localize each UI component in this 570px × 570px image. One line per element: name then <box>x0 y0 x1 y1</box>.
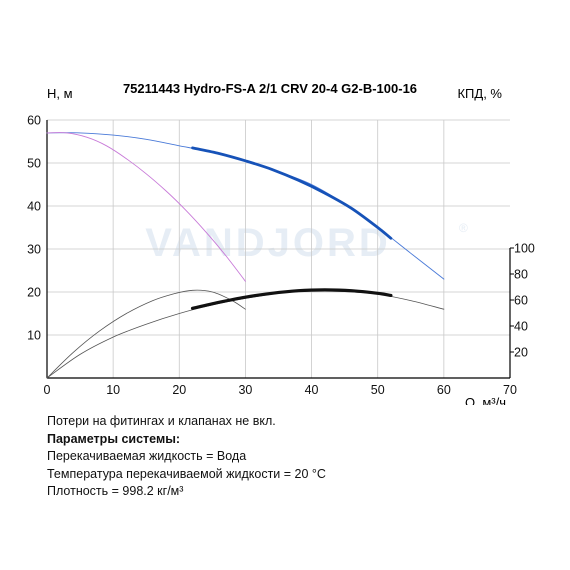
y2-tick-label: 40 <box>514 320 528 334</box>
system-params-heading: Параметры системы: <box>47 431 181 446</box>
y2-tick-label: 60 <box>514 294 528 308</box>
series <box>46 132 445 379</box>
x-tick-label: 60 <box>437 383 451 397</box>
y-axis-label: H, м <box>47 86 73 101</box>
x-tick-label: 40 <box>305 383 319 397</box>
x-tick-label: 70 <box>503 383 517 397</box>
chart-title: 75211443 Hydro-FS-A 2/1 CRV 20-4 G2-B-10… <box>123 81 417 96</box>
y-tick-label: 10 <box>27 329 41 343</box>
y2-axis-label: КПД, % <box>457 86 502 101</box>
y-tick-label: 40 <box>27 200 41 214</box>
x-tick-label: 0 <box>44 383 51 397</box>
note-fittings: Потери на фитингах и клапанах не вкл. <box>47 414 276 428</box>
y-tick-label: 50 <box>27 157 41 171</box>
notes-block: Потери на фитингах и клапанах не вкл. Па… <box>47 413 326 501</box>
watermark-registered-mark: ® <box>459 221 468 235</box>
series-line-1 <box>191 146 393 240</box>
axes <box>46 120 511 379</box>
x-tick-label: 10 <box>106 383 120 397</box>
series-line-3 <box>46 289 246 379</box>
grid <box>47 119 510 378</box>
note-temperature: Температура перекачиваемой жидкости = 20… <box>47 466 326 481</box>
y-tick-label: 30 <box>27 243 41 257</box>
y-tick-label: 60 <box>27 114 41 128</box>
y-tick-label: 20 <box>27 286 41 300</box>
x-tick-label: 30 <box>238 383 252 397</box>
watermark-logo: VANDJORD <box>145 221 391 265</box>
series-line-5 <box>190 288 393 310</box>
note-fluid: Перекачиваемая жидкость = Вода <box>47 449 247 463</box>
x-tick-label: 50 <box>371 383 385 397</box>
x-tick-label: 20 <box>172 383 186 397</box>
tick-labels: 0 10 20 30 40 50 60 70 10 20 30 40 50 60 20 40 60 80 100 <box>27 114 535 398</box>
y2-tick-label: 80 <box>514 268 528 282</box>
y2-tick-label: 100 <box>514 242 535 256</box>
series-line-2 <box>46 132 246 282</box>
pump-performance-chart: VANDJORD ® 0 10 20 30 40 50 60 70 10 20 30 40 50 60 20… <box>27 81 535 405</box>
note-density: Плотность = 998.2 кг/м³ <box>47 484 184 498</box>
y2-tick-label: 20 <box>514 346 528 360</box>
x-axis-label: Q, м³/ч <box>465 395 506 405</box>
